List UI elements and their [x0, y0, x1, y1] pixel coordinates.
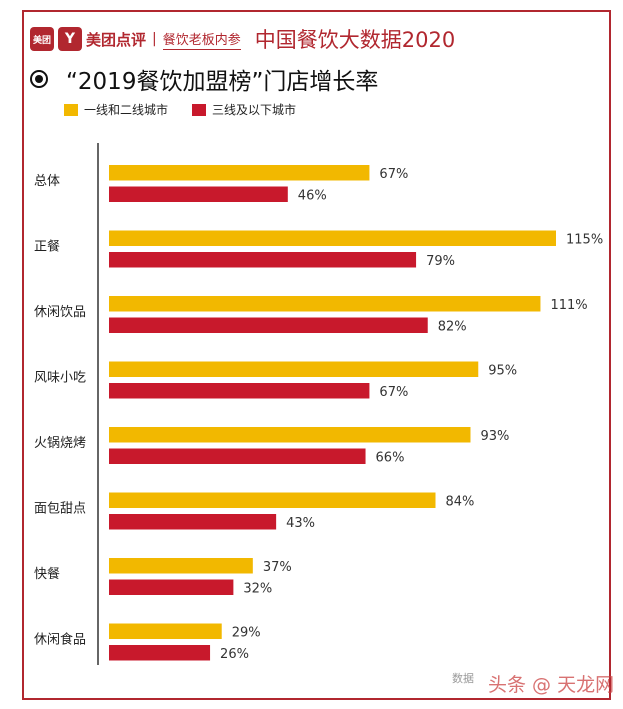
legend-item-series-b: 三线及以下城市	[192, 101, 296, 118]
data-label: 95%	[488, 364, 517, 379]
bar-series-b	[109, 448, 366, 464]
bar-series-a	[109, 165, 370, 181]
chart-legend: 一线和二线城市 三线及以下城市	[64, 101, 320, 118]
data-label: 43%	[286, 516, 315, 531]
category-label: 正餐	[34, 239, 60, 255]
data-label: 46%	[298, 189, 327, 204]
bar-series-b	[109, 186, 288, 202]
bullet-radio-icon	[30, 70, 48, 88]
brand-name: 美团点评	[86, 30, 147, 49]
category-label: 面包甜点	[34, 501, 86, 517]
bar-series-b	[109, 514, 277, 530]
category-label: 火锅烧烤	[34, 435, 86, 451]
data-label: 79%	[426, 254, 455, 269]
bar-series-a	[109, 361, 479, 377]
data-label: 37%	[263, 560, 292, 575]
brand-separator: |	[152, 31, 157, 47]
category-label: 风味小吃	[34, 370, 86, 386]
data-label: 115%	[566, 233, 603, 248]
bar-series-b	[109, 317, 428, 333]
bar-series-a	[109, 492, 436, 508]
report-title: 中国餐饮大数据2020	[254, 28, 456, 52]
bar-series-b	[109, 645, 211, 661]
data-label: 67%	[379, 167, 408, 182]
meituan-logo: 美团	[30, 27, 54, 51]
data-label: 29%	[232, 626, 261, 641]
category-label: 休闲饮品	[34, 305, 86, 320]
bar-series-a	[109, 230, 556, 246]
bar-series-a	[109, 558, 253, 574]
bar-series-a	[109, 623, 222, 639]
overlay-watermark: 头条 @ 天龙网	[488, 674, 615, 696]
source-watermark: 数据	[452, 672, 474, 685]
legend-swatch-series-a	[64, 103, 78, 116]
brand-header: 美团 Y 美团点评 | 餐饮老板内参 中国餐饮大数据2020	[30, 24, 455, 54]
legend-item-series-a: 一线和二线城市	[64, 101, 168, 118]
bar-series-a	[109, 296, 541, 312]
bar-series-a	[109, 427, 471, 443]
data-label: 82%	[438, 320, 467, 335]
brand-subtitle: 餐饮老板内参	[162, 29, 241, 50]
category-label: 总体	[34, 174, 60, 189]
bar-series-b	[109, 383, 370, 399]
bar-series-b	[109, 579, 234, 595]
dianping-logo: Y	[58, 27, 82, 51]
bar-series-b	[109, 252, 417, 268]
data-label: 111%	[550, 298, 587, 313]
data-label: 32%	[243, 582, 272, 597]
legend-label-series-a: 一线和二线城市	[84, 103, 169, 117]
data-label: 26%	[220, 647, 249, 662]
data-label: 66%	[376, 451, 405, 466]
data-label: 84%	[446, 495, 475, 510]
data-label: 67%	[379, 385, 408, 400]
data-label: 93%	[480, 429, 509, 444]
chart-title: “2019餐饮加盟榜”门店增长率	[66, 69, 379, 95]
category-label: 休闲食品	[34, 632, 86, 648]
chart-title-row: “2019餐饮加盟榜”门店增长率	[30, 62, 378, 96]
legend-label-series-b: 三线及以下城市	[212, 103, 297, 117]
category-label: 快餐	[34, 566, 60, 582]
legend-swatch-series-b	[192, 103, 207, 116]
